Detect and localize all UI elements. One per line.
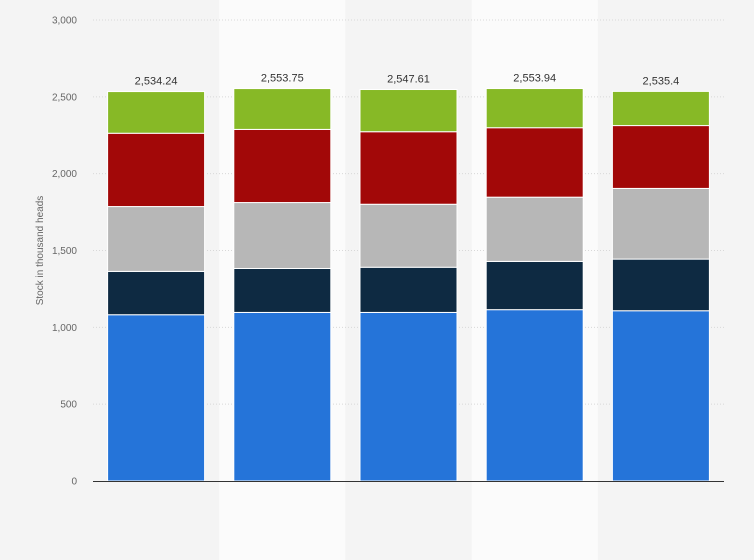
total-label-3: 2,553.94 [513, 73, 556, 85]
bar-4-segment-3[interactable] [611, 125, 710, 189]
y-tick-label-0: 0 [71, 477, 77, 488]
y-tick-label-4: 2,000 [52, 169, 77, 180]
bar-2-segment-1[interactable] [359, 266, 458, 313]
bar-4-segment-2[interactable] [611, 187, 710, 260]
bar-2-segment-4[interactable] [359, 89, 458, 133]
y-tick-label-3: 1,500 [52, 246, 77, 257]
bar-segments [107, 88, 710, 482]
bar-0-segment-1[interactable] [107, 270, 206, 316]
bar-4-segment-1[interactable] [611, 258, 710, 312]
y-axis-title: Stock in thousand heads [35, 196, 46, 306]
total-label-0: 2,534.24 [135, 76, 178, 88]
total-label-2: 2,547.61 [387, 74, 430, 86]
bar-2-segment-2[interactable] [359, 203, 458, 268]
bar-0-segment-3[interactable] [107, 132, 206, 208]
bar-3-segment-2[interactable] [485, 196, 584, 262]
total-labels: 2,534.24 2,553.75 2,547.61 2,553.94 2,535.4 [135, 73, 680, 88]
bar-1-segment-4[interactable] [233, 88, 332, 130]
y-tick-label-6: 3,000 [52, 16, 77, 27]
bar-1-segment-2[interactable] [233, 202, 332, 269]
bar-1-segment-1[interactable] [233, 267, 332, 313]
total-label-1: 2,553.75 [261, 73, 304, 85]
total-label-4: 2,535.4 [643, 75, 680, 87]
bar-1-segment-3[interactable] [233, 128, 332, 204]
bar-0-segment-2[interactable] [107, 206, 206, 272]
y-tick-label-5: 2,500 [52, 92, 77, 103]
bar-0-segment-0[interactable] [107, 314, 206, 482]
bar-3-segment-0[interactable] [485, 309, 584, 482]
bar-3-segment-4[interactable] [485, 88, 584, 129]
bar-0-segment-4[interactable] [107, 91, 206, 134]
bar-3-segment-3[interactable] [485, 127, 584, 198]
y-tick-label-2: 1,000 [52, 323, 77, 334]
y-tick-label-1: 500 [60, 400, 77, 411]
bar-2-segment-3[interactable] [359, 131, 458, 205]
y-axis-tick-labels: 0 500 1,000 1,500 2,000 2,500 3,000 [52, 16, 77, 488]
bar-4-segment-0[interactable] [611, 310, 710, 482]
bar-1-segment-0[interactable] [233, 311, 332, 482]
bar-3-segment-1[interactable] [485, 260, 584, 311]
bar-2-segment-0[interactable] [359, 311, 458, 482]
bar-4-segment-4[interactable] [611, 90, 710, 127]
